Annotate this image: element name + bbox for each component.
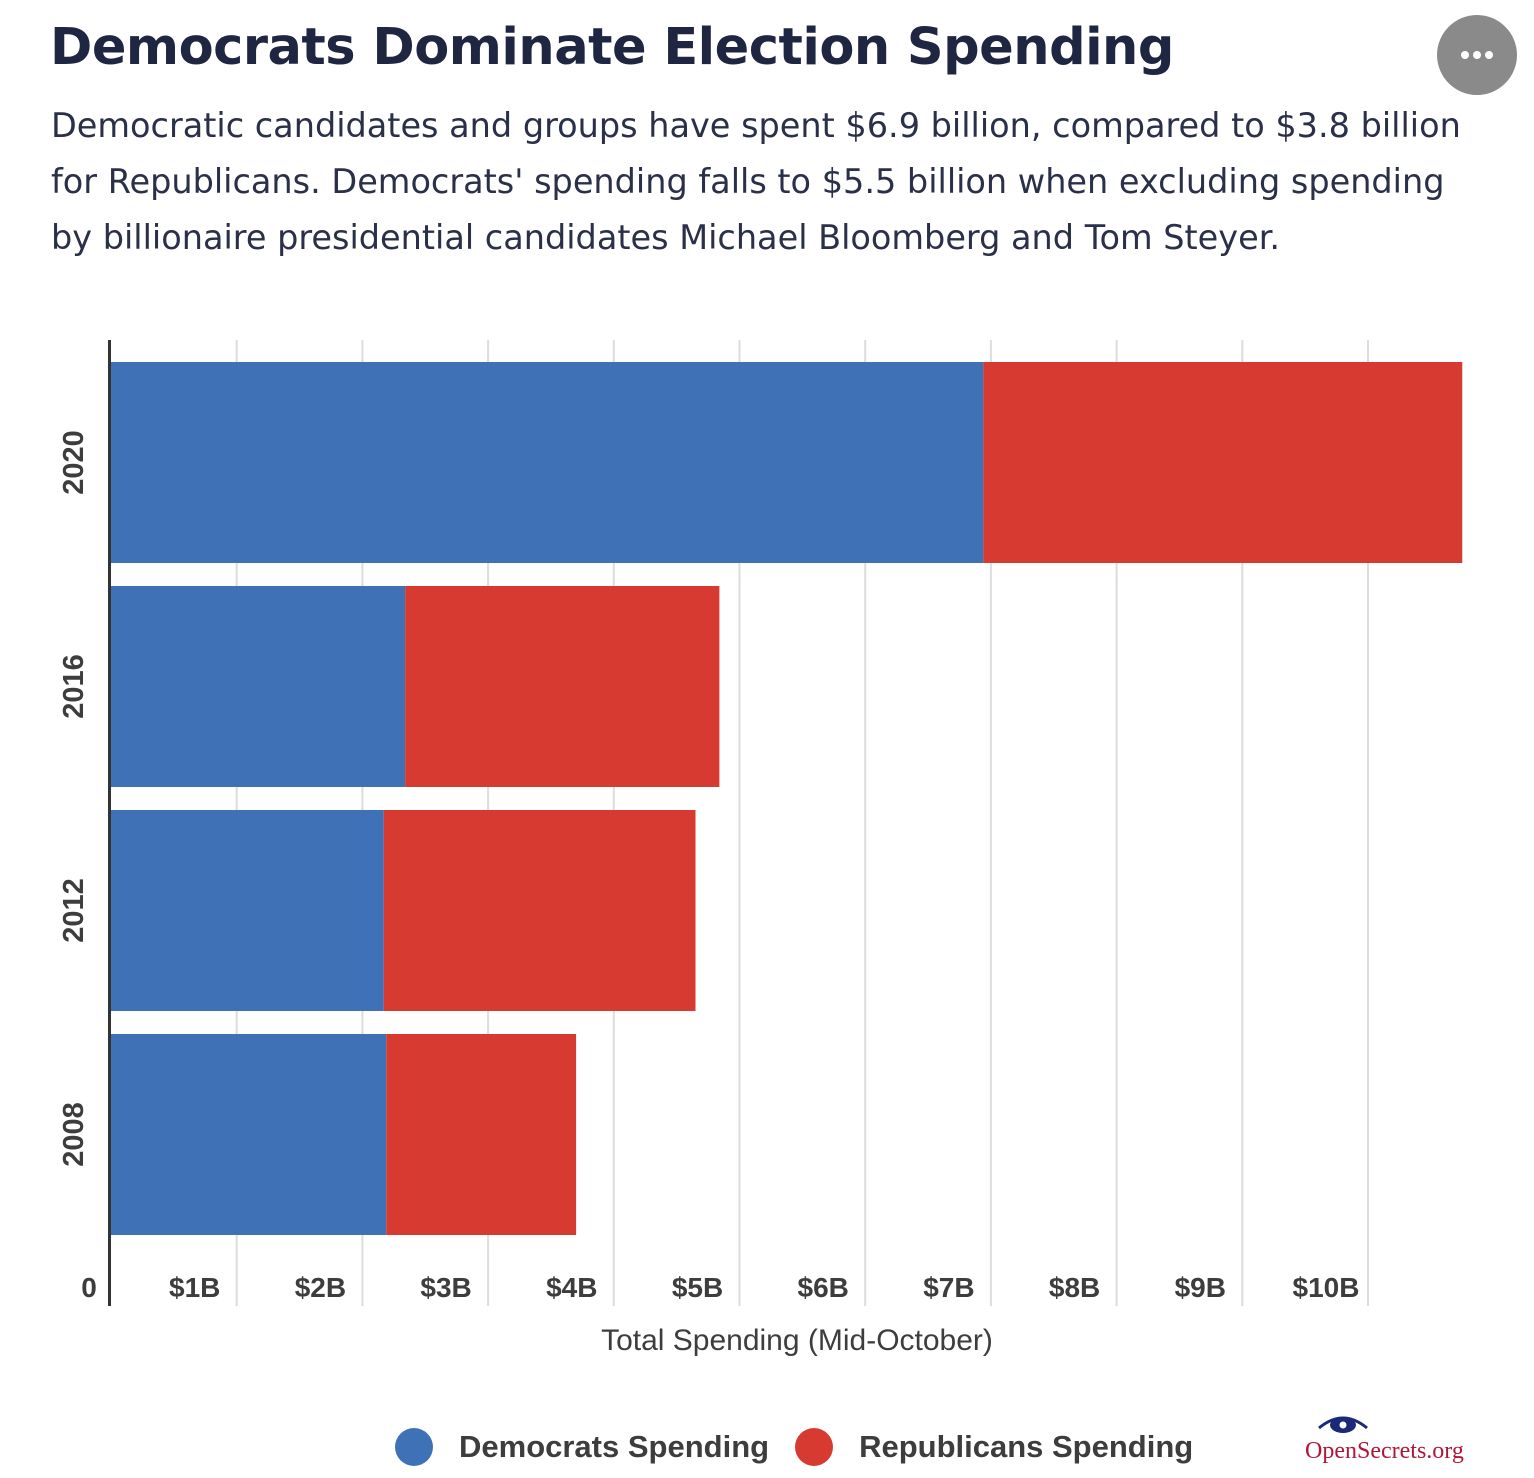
x-tick-label-10: $10B xyxy=(1293,1272,1360,1303)
x-tick-label-4: $4B xyxy=(546,1272,597,1303)
x-tick-label-7: $7B xyxy=(923,1272,974,1303)
y-tick-label-2016: 2016 xyxy=(58,654,90,719)
x-tick-label-6: $6B xyxy=(798,1272,849,1303)
y-tick-label-2012: 2012 xyxy=(58,878,90,943)
x-tick-label-8: $8B xyxy=(1049,1272,1100,1303)
brand-name: OpenSecrets.org xyxy=(1305,1438,1464,1464)
bar-2016-democrats xyxy=(111,586,406,787)
bar-2008-democrats xyxy=(111,1034,387,1235)
y-tick-label-2008: 2008 xyxy=(58,1102,90,1167)
opensecrets-logo[interactable]: OpenSecrets.org xyxy=(1305,1412,1470,1472)
x-tick-label-3: $3B xyxy=(420,1272,471,1303)
legend-item-republicans[interactable]: Republicans Spending xyxy=(795,1428,1193,1466)
y-tick-label-2020: 2020 xyxy=(58,430,90,495)
x-tick-label-9: $9B xyxy=(1175,1272,1226,1303)
legend-label-democrats: Democrats Spending xyxy=(459,1429,770,1464)
ellipsis-icon xyxy=(1461,51,1493,59)
x-tick-label-2: $2B xyxy=(295,1272,346,1303)
chart-subtitle: Democratic candidates and groups have sp… xyxy=(51,106,1461,257)
x-tick-label-5: $5B xyxy=(672,1272,723,1303)
bar-2012-republicans xyxy=(383,810,696,1011)
x-tick-label-0: 0 xyxy=(81,1272,97,1303)
bar-2008-republicans xyxy=(386,1034,577,1235)
legend-item-democrats[interactable]: Democrats Spending xyxy=(395,1428,769,1466)
bar-2012-democrats xyxy=(111,810,384,1011)
x-axis-title: Total Spending (Mid-October) xyxy=(601,1324,993,1357)
chart-legend: Democrats Spending Republicans Spending xyxy=(395,1428,1193,1466)
bar-2016-republicans xyxy=(405,586,720,787)
legend-label-republicans: Republicans Spending xyxy=(859,1429,1194,1464)
x-tick-label-1: $1B xyxy=(169,1272,220,1303)
legend-swatch-democrats xyxy=(395,1428,433,1466)
legend-swatch-republicans xyxy=(795,1428,834,1466)
chart-title: Democrats Dominate Election Spending xyxy=(50,18,1174,77)
bar-2020-republicans xyxy=(983,362,1463,563)
eye-icon xyxy=(1318,1416,1368,1433)
bar-2020-democrats xyxy=(111,362,984,563)
chart-menu-button[interactable] xyxy=(1437,15,1517,95)
stacked-bar-chart: 2020 2016 2012 2008 0 $1B $2B $3B $4B $5B $6B $7B $8… xyxy=(58,340,1463,1357)
